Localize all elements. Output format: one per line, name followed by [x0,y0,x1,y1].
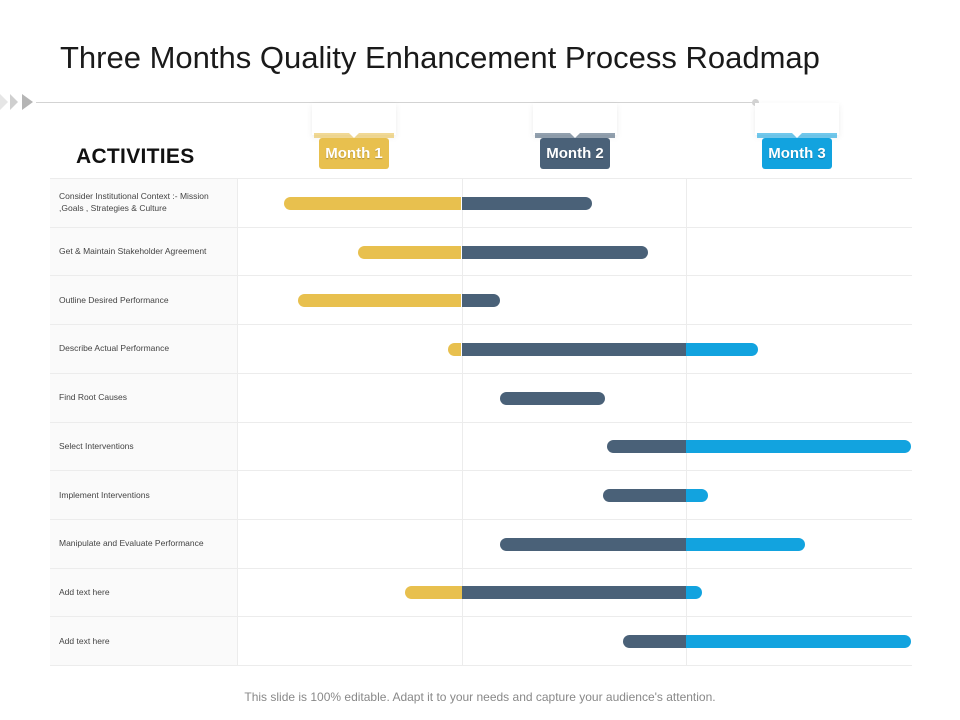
activity-bar-month-1 [448,342,462,356]
activity-bar-month-2 [461,294,500,308]
activity-label: Add text here [59,635,110,646]
row-divider [50,178,912,179]
chevron-arrows-icon [0,94,33,110]
month-1-tab: Month 1 [319,131,389,169]
activity-bar-month-3 [686,586,702,600]
month-divider [686,178,687,665]
activity-bar-month-1 [297,294,462,308]
activity-bar-month-2 [623,635,686,649]
row-divider [50,616,912,618]
roadmap-grid: Consider Institutional Context :- Missio… [50,178,912,666]
row-divider [50,275,912,277]
row-divider [50,470,912,472]
activity-label: Find Root Causes [59,392,128,403]
activity-label: Select Interventions [59,440,134,451]
row-divider [50,567,912,569]
month-3-tab: Month 3 [762,131,832,169]
activity-label: Consider Institutional Context :- Missio… [59,191,209,214]
activities-heading: ACTIVITIES [76,145,195,168]
activity-label: Describe Actual Performance [59,343,170,354]
month-1-label: Month 1 [325,145,383,162]
month-3-header-box [755,103,839,135]
activity-bar-month-1 [405,586,462,600]
timeline-line [36,102,756,103]
row-divider [50,226,912,228]
activity-bar-month-3 [686,489,709,503]
activity-label: Add text here [59,586,110,597]
activity-bar-month-2 [607,440,686,454]
month-3-label: Month 3 [768,145,826,162]
page-title: Three Months Quality Enhancement Process… [60,40,820,75]
month-2-header-box [533,103,617,135]
activity-bar-month-2 [602,489,686,503]
activity-label: Get & Maintain Stakeholder Agreement [59,246,207,257]
activity-bar-month-2 [461,245,648,259]
row-divider [50,665,912,666]
activity-bar-month-2 [461,586,686,600]
activity-label: Implement Interventions [59,489,150,500]
month-2-tab: Month 2 [540,131,610,169]
month-divider [461,178,463,665]
timeline-end-dot [752,99,759,106]
activity-bar-month-2 [461,342,686,356]
activity-bar-month-3 [686,635,911,649]
activity-label: Manipulate and Evaluate Performance [59,538,204,549]
activity-bar-month-2 [499,537,686,551]
row-divider [50,372,912,374]
activity-label: Outline Desired Performance [59,294,169,305]
month-1-header-box [312,103,396,135]
row-divider [50,324,912,326]
footer-note: This slide is 100% editable. Adapt it to… [244,690,716,704]
row-divider [50,421,912,423]
activity-bar-month-2 [461,196,592,210]
activity-bar-month-1 [284,196,462,210]
activity-bar-month-2 [499,391,606,405]
activity-bar-month-3 [686,537,805,551]
activity-bar-month-3 [686,440,911,454]
month-2-label: Month 2 [546,145,604,162]
activity-bar-month-3 [686,342,758,356]
activity-bar-month-1 [358,245,462,259]
row-divider [50,518,912,520]
